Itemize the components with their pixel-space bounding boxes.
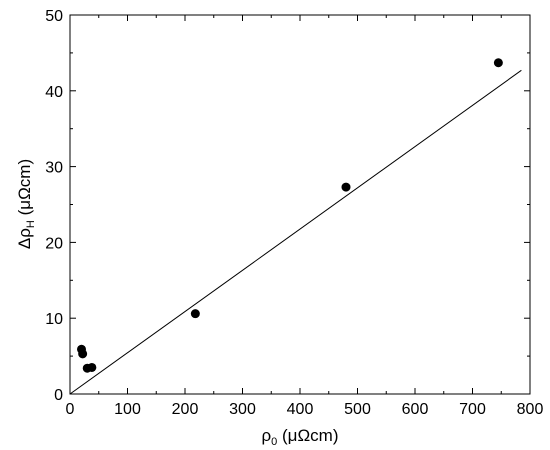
x-tick-label: 500 <box>344 401 371 418</box>
y-tick-label: 20 <box>45 235 63 252</box>
y-tick-label: 0 <box>54 387 63 404</box>
data-point <box>78 349 88 359</box>
x-tick-label: 800 <box>517 401 544 418</box>
x-tick-label: 100 <box>114 401 141 418</box>
x-tick-label: 700 <box>459 401 486 418</box>
x-tick-label: 400 <box>287 401 314 418</box>
x-tick-label: 600 <box>402 401 429 418</box>
plot-area <box>69 14 531 395</box>
data-points <box>77 58 503 373</box>
data-point <box>341 182 351 192</box>
x-tick-label: 0 <box>66 401 75 418</box>
data-point <box>87 362 97 372</box>
x-tick-label: 300 <box>229 401 256 418</box>
data-point <box>190 309 200 319</box>
y-tick-label: 10 <box>45 311 63 328</box>
fit-line <box>69 69 522 395</box>
axis-ticks <box>69 14 531 395</box>
x-tick-label: 200 <box>172 401 199 418</box>
data-point <box>493 58 503 68</box>
tick-labels: 0 100 200 300 400 500 600 700 800 0 10 20 30 40 50 <box>45 8 543 418</box>
y-tick-label: 30 <box>45 160 63 177</box>
y-axis-title: ΔρH (μΩcm) <box>15 159 37 249</box>
x-axis-title: ρ0 (μΩcm) <box>261 426 338 448</box>
y-tick-label: 50 <box>45 8 63 25</box>
y-tick-label: 40 <box>45 84 63 101</box>
